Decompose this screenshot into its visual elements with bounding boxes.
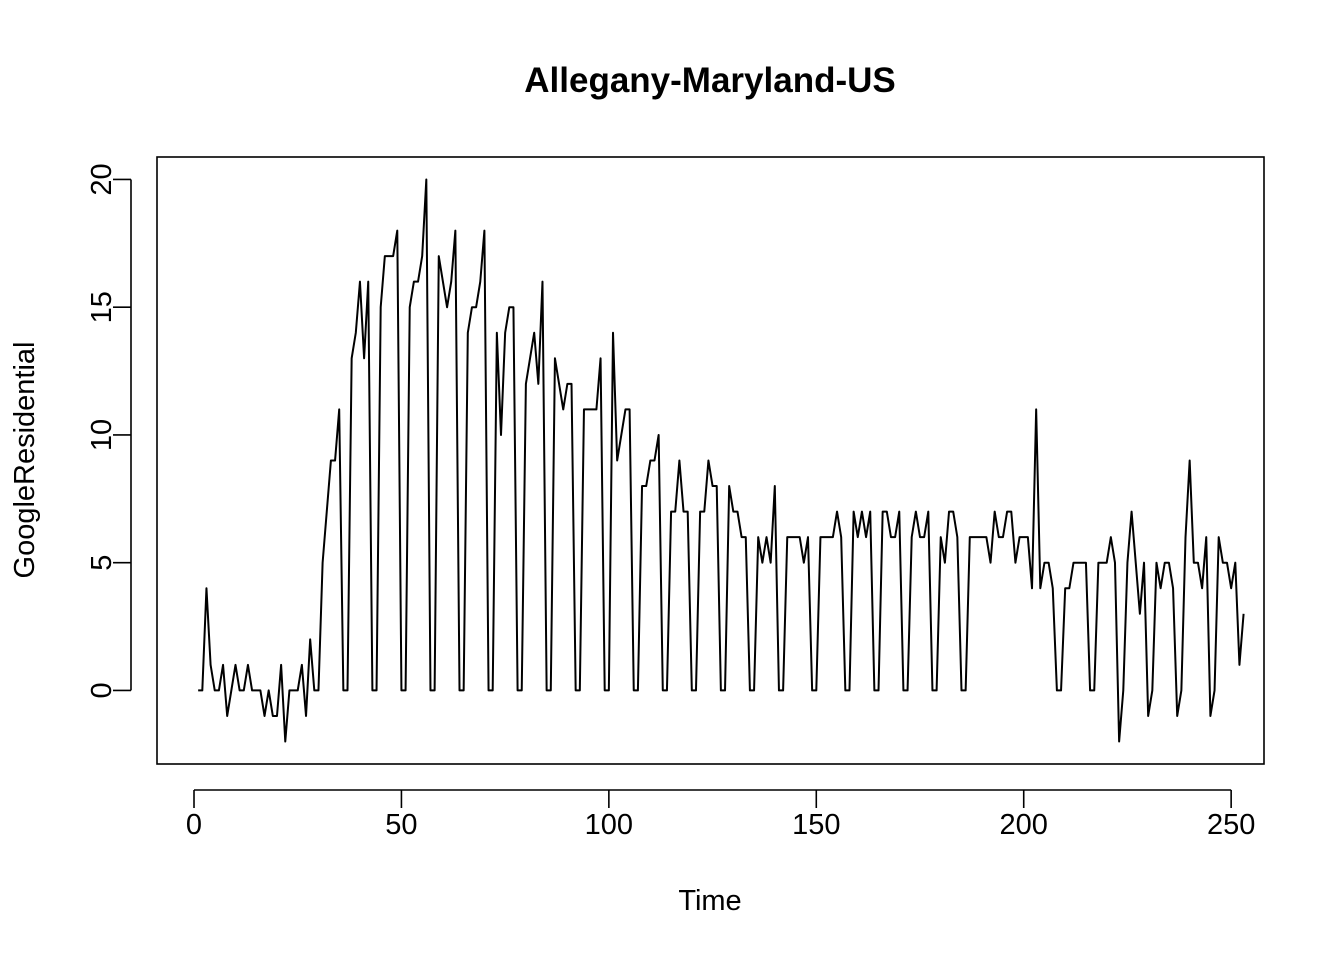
y-tick-label: 10 xyxy=(86,419,118,451)
x-axis: 0 50 100 150 200 250 xyxy=(186,789,1255,841)
x-tick-label: 150 xyxy=(792,809,840,841)
x-tick-label: 100 xyxy=(585,809,633,841)
plot-frame xyxy=(156,156,1265,765)
y-tick-label: 15 xyxy=(86,291,118,323)
x-tick-label: 250 xyxy=(1207,809,1255,841)
series-group xyxy=(198,178,1245,743)
y-tick-label: 0 xyxy=(86,682,118,698)
x-tick-label: 0 xyxy=(186,809,202,841)
y-axis-label: GoogleResidential xyxy=(9,342,41,579)
y-tick-label: 20 xyxy=(86,163,118,195)
chart-title: Allegany-Maryland-US xyxy=(524,61,895,100)
series-line xyxy=(198,178,1245,743)
x-tick-label: 50 xyxy=(385,809,417,841)
y-tick-label: 5 xyxy=(86,555,118,571)
x-tick-label: 200 xyxy=(1000,809,1048,841)
x-axis-label: Time xyxy=(678,885,741,917)
y-axis: 0 5 10 15 20 xyxy=(86,163,132,698)
